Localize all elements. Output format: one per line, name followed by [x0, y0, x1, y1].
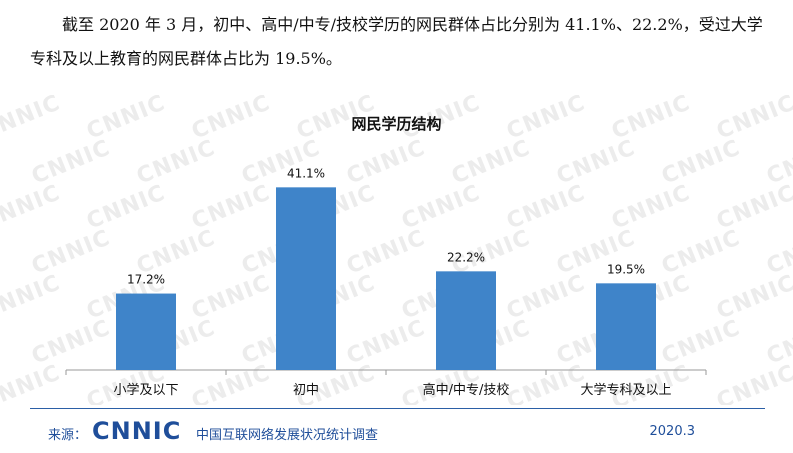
category-label: 小学及以下: [113, 382, 178, 398]
bar: [436, 271, 496, 370]
bar: [596, 283, 656, 370]
intro-paragraph: 截至 2020 年 3 月，初中、高中/中专/技校学历的网民群体占比分别为 41…: [30, 15, 763, 68]
cnnic-logo: CNNIC: [92, 417, 182, 445]
source-label: 来源：: [48, 428, 88, 443]
bar: [116, 293, 176, 370]
category-label: 初中: [293, 383, 319, 398]
data-label: 22.2%: [447, 250, 485, 264]
category-label: 大学专科及以上: [580, 382, 671, 398]
chart-title: 网民学历结构: [351, 115, 442, 133]
data-label: 17.2%: [127, 273, 165, 287]
data-label: 19.5%: [607, 262, 645, 276]
category-label: 高中/中专/技校: [423, 382, 510, 398]
footer: 来源： CNNIC 中国互联网络发展状况统计调查 2020.3: [30, 408, 765, 445]
source-organization: 中国互联网络发展状况统计调查: [196, 428, 379, 443]
data-label: 41.1%: [287, 166, 325, 180]
publish-date: 2020.3: [649, 424, 696, 439]
bar: [276, 187, 336, 370]
